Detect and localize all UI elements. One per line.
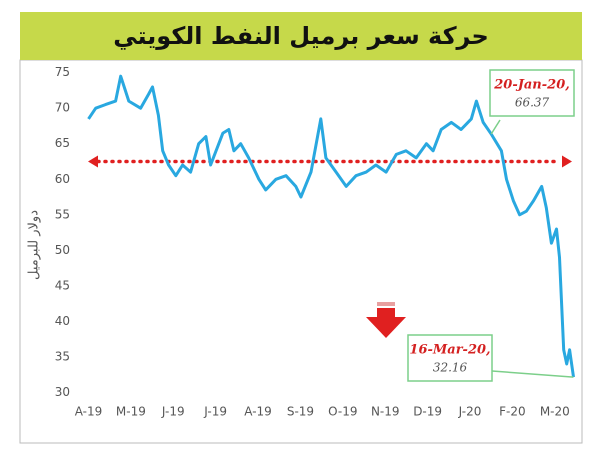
y-tick-label: 50 <box>55 243 70 257</box>
x-tick-label: D-19 <box>413 405 442 419</box>
title-bar <box>20 12 582 60</box>
x-tick-label: M-19 <box>116 405 146 419</box>
x-tick-label: J-19 <box>203 405 227 419</box>
x-tick-label: F-20 <box>499 405 526 419</box>
y-tick-label: 65 <box>55 136 70 150</box>
annotation-value: 32.16 <box>433 361 468 375</box>
annotation-date: 16-Mar-20, <box>409 343 490 358</box>
y-tick-label: 60 <box>55 172 70 186</box>
annotation-connector <box>490 119 501 135</box>
annotation-box <box>407 334 493 382</box>
y-tick-label: 45 <box>55 278 70 292</box>
y-tick-label: 75 <box>55 65 70 79</box>
annotation: 20-Jan-20, 66.37 <box>489 69 575 135</box>
reference-arrow-left <box>88 155 98 168</box>
reference-arrow-right <box>562 155 572 168</box>
x-tick-label: A-19 <box>75 405 103 419</box>
annotation-value: 66.37 <box>515 96 550 110</box>
x-tick-label: S-19 <box>287 405 314 419</box>
price-line <box>87 74 575 378</box>
chart-frame <box>19 59 583 444</box>
x-tick-label: A-19 <box>244 405 272 419</box>
annotation-connector <box>491 370 574 378</box>
annotation: 16-Mar-20, 32.16 <box>407 334 574 382</box>
x-tick-label: O-19 <box>328 405 357 419</box>
y-tick-label: 70 <box>55 101 70 115</box>
x-tick-label: J-19 <box>161 405 185 419</box>
y-tick-label: 40 <box>55 314 70 328</box>
chart-title: حركة سعر برميل النفط الكويتي <box>113 22 489 50</box>
y-tick-label: 35 <box>55 349 70 363</box>
y-tick-label: 55 <box>55 207 70 221</box>
y-axis-label: دولار للبرميل <box>27 210 42 280</box>
x-tick-label: N-19 <box>371 405 400 419</box>
x-tick-label: J-20 <box>458 405 482 419</box>
y-tick-label: 30 <box>55 385 70 399</box>
annotation-date: 20-Jan-20, <box>493 78 570 93</box>
down-arrow <box>366 302 406 338</box>
x-tick-label: M-20 <box>540 405 570 419</box>
annotation-box <box>489 69 575 117</box>
